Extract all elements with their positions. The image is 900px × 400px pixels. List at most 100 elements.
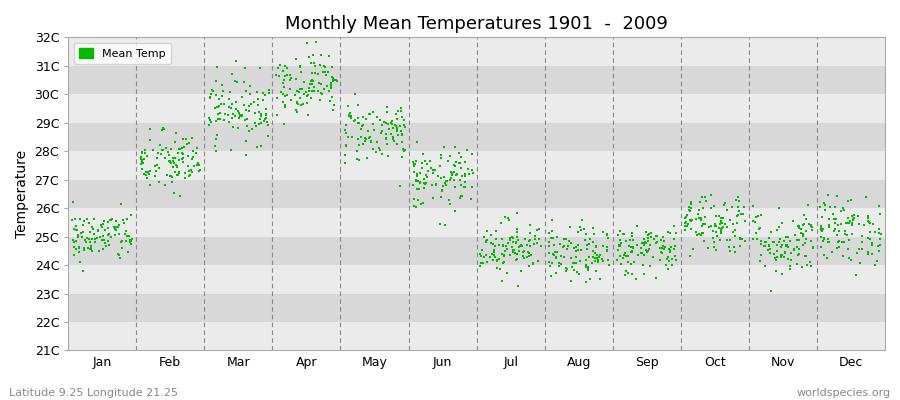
Point <box>306 77 320 84</box>
Point <box>184 134 199 141</box>
Point <box>494 278 508 284</box>
Point <box>231 110 246 116</box>
Point <box>772 238 787 245</box>
Point <box>822 224 836 231</box>
Point <box>208 143 222 150</box>
Point <box>704 191 718 198</box>
Point <box>202 94 217 100</box>
Point <box>641 248 655 254</box>
Point <box>440 158 454 164</box>
Point <box>590 258 605 265</box>
Point <box>519 242 534 249</box>
Point <box>669 257 683 263</box>
Point <box>474 247 489 253</box>
Bar <box>68 294 885 322</box>
Point <box>407 160 421 167</box>
Point <box>232 112 247 118</box>
Point <box>156 125 170 132</box>
Point <box>374 130 389 136</box>
Point <box>393 107 408 114</box>
Point <box>708 222 723 229</box>
Point <box>221 104 236 110</box>
Point <box>868 229 882 236</box>
Point <box>202 122 217 128</box>
Point <box>104 217 118 224</box>
Point <box>215 92 230 99</box>
Point <box>586 254 600 260</box>
Point <box>290 88 304 94</box>
Point <box>434 194 448 200</box>
Point <box>85 236 99 242</box>
Point <box>365 146 380 152</box>
Point <box>775 270 789 277</box>
Point <box>514 242 528 248</box>
Point <box>625 271 639 278</box>
Point <box>698 194 712 200</box>
Point <box>183 172 197 178</box>
Point <box>506 239 520 246</box>
Point <box>845 222 859 228</box>
Point <box>775 220 789 226</box>
Point <box>817 235 832 241</box>
Point <box>192 167 206 174</box>
Point <box>479 238 493 245</box>
Point <box>613 242 627 248</box>
Point <box>865 242 879 248</box>
Point <box>599 248 614 254</box>
Point <box>344 115 358 121</box>
Point <box>194 167 208 174</box>
Point <box>814 204 828 210</box>
Point <box>520 248 535 255</box>
Point <box>588 255 602 262</box>
Point <box>291 101 305 107</box>
Point <box>613 253 627 259</box>
Point <box>466 170 481 176</box>
Point <box>542 239 556 245</box>
Point <box>751 213 765 219</box>
Point <box>526 261 540 267</box>
Point <box>394 114 409 120</box>
Point <box>507 249 521 255</box>
Point <box>505 234 519 240</box>
Point <box>182 172 196 179</box>
Point <box>477 234 491 240</box>
Point <box>405 182 419 188</box>
Point <box>726 244 741 250</box>
Point <box>652 256 667 263</box>
Point <box>548 254 562 260</box>
Point <box>662 230 677 236</box>
Point <box>851 212 866 219</box>
Point <box>690 211 705 217</box>
Point <box>312 97 327 103</box>
Point <box>396 146 410 152</box>
Point <box>425 182 439 188</box>
Point <box>438 222 453 228</box>
Point <box>832 228 847 234</box>
Point <box>758 239 772 245</box>
Point <box>202 114 216 121</box>
Point <box>452 150 466 156</box>
Point <box>683 253 698 259</box>
Point <box>487 246 501 253</box>
Point <box>325 74 339 80</box>
Point <box>762 235 777 242</box>
Point <box>155 147 169 153</box>
Point <box>241 107 256 114</box>
Point <box>152 164 166 171</box>
Point <box>694 232 708 238</box>
Point <box>684 205 698 212</box>
Point <box>176 159 190 166</box>
Point <box>358 134 373 141</box>
Point <box>300 40 314 46</box>
Point <box>464 166 479 173</box>
Point <box>71 249 86 255</box>
Point <box>248 120 262 127</box>
Point <box>163 172 177 179</box>
Point <box>798 240 813 246</box>
Point <box>354 134 368 140</box>
Point <box>500 246 515 252</box>
Point <box>630 252 644 258</box>
Point <box>762 250 777 256</box>
Point <box>845 231 859 237</box>
Point <box>661 254 675 260</box>
